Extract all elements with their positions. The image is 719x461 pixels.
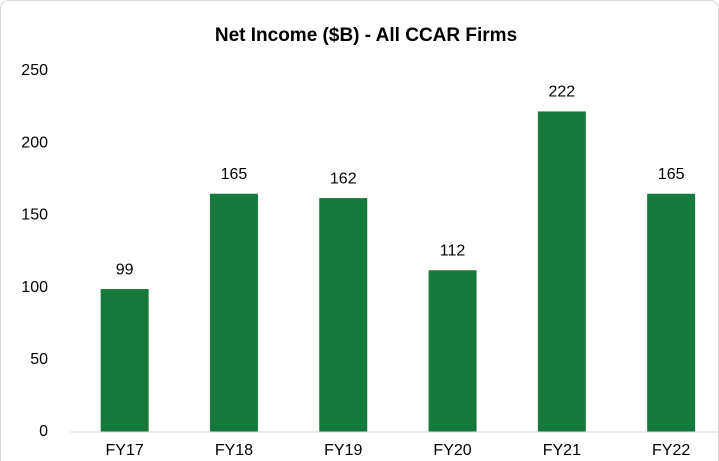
y-tick-label: 0: [39, 423, 48, 440]
y-tick-label: 200: [21, 134, 48, 151]
y-tick-label: 150: [21, 207, 48, 224]
bar: [428, 270, 477, 432]
bar: [100, 289, 149, 432]
bar: [537, 111, 586, 432]
x-tick-label: FY22: [652, 442, 690, 459]
chart-title: Net Income ($B) - All CCAR Firms: [215, 25, 517, 46]
value-label: 112: [440, 242, 466, 259]
x-tick-label: FY17: [106, 442, 144, 459]
bar: [209, 193, 258, 432]
value-label: 165: [221, 166, 248, 183]
value-label: 99: [116, 261, 134, 278]
bar: [647, 193, 696, 432]
x-tick-label: FY21: [543, 442, 581, 459]
value-label: 165: [658, 166, 685, 183]
x-tick-label: FY18: [215, 442, 253, 459]
x-tick-label: FY20: [433, 442, 471, 459]
y-tick-label: 250: [21, 62, 48, 79]
bar: [319, 198, 368, 432]
value-label: 162: [330, 170, 357, 187]
value-label: 222: [548, 84, 575, 101]
y-tick-label: 100: [21, 279, 48, 296]
x-tick-label: FY19: [324, 442, 362, 459]
y-tick-label: 50: [30, 351, 48, 368]
